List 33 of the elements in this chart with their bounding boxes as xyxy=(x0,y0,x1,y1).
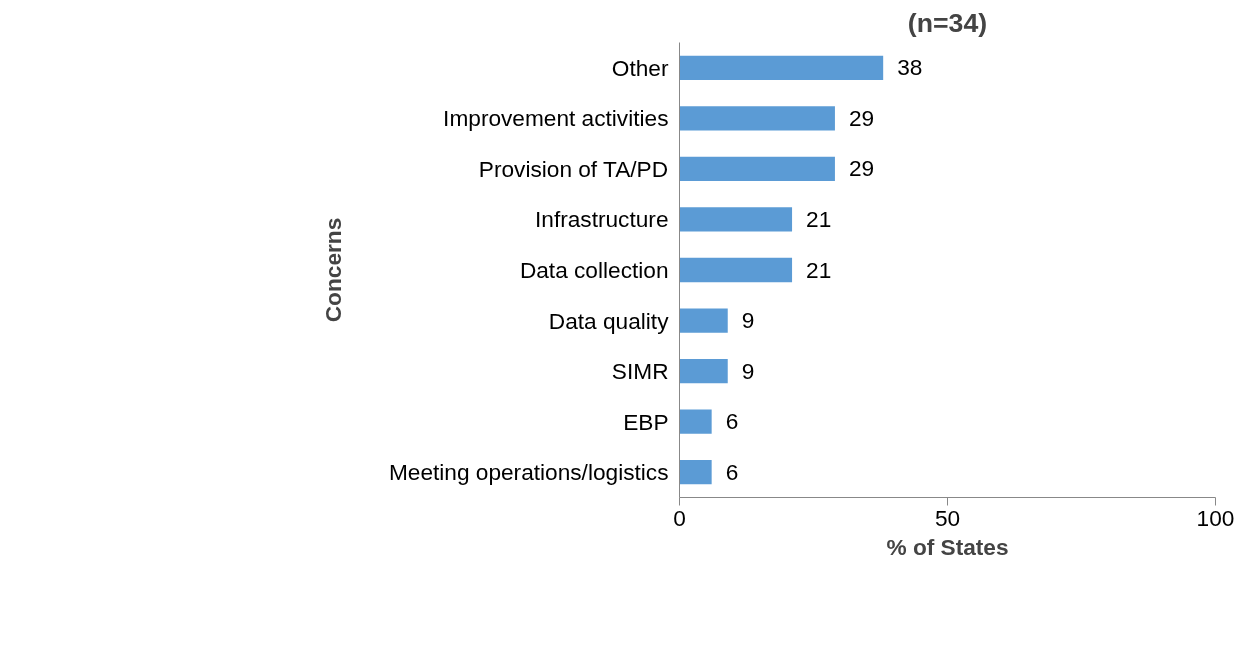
y-axis-title: Concerns xyxy=(319,217,346,323)
bar xyxy=(679,409,712,434)
x-tick-label: 100 xyxy=(1196,504,1235,531)
y-tick-label: Provision of TA/PD xyxy=(478,155,669,182)
y-tick-label: EBP xyxy=(623,408,669,435)
y-tick-label: Other xyxy=(611,54,669,81)
data-label: 9 xyxy=(741,357,755,384)
x-tick-label: 50 xyxy=(934,504,961,531)
data-label: 9 xyxy=(741,307,755,334)
data-label: 29 xyxy=(848,104,875,131)
bar xyxy=(679,207,793,232)
data-label: 21 xyxy=(806,205,832,232)
data-label: 21 xyxy=(806,256,832,283)
y-tick-label: Improvement activities xyxy=(443,105,669,132)
data-label: 6 xyxy=(725,408,739,435)
bar xyxy=(679,106,835,131)
y-tick-label: Data quality xyxy=(548,307,670,334)
x-axis-title: % of States xyxy=(886,533,1009,560)
y-tick-label: Meeting operations/logistics xyxy=(388,459,669,486)
data-label: 38 xyxy=(897,54,923,81)
data-label: 6 xyxy=(725,458,739,485)
x-tick-label: 0 xyxy=(673,504,686,531)
bar xyxy=(679,156,835,182)
y-tick-label: Data collection xyxy=(519,257,669,283)
y-tick-label: Infrastructure xyxy=(535,206,669,233)
bar xyxy=(679,358,728,384)
bar xyxy=(679,55,884,80)
bar xyxy=(679,308,728,333)
y-tick-label: SIMR xyxy=(611,358,669,385)
chart-title: (n=34) xyxy=(907,7,988,38)
bar xyxy=(679,460,712,485)
bar xyxy=(679,257,793,283)
data-label: 29 xyxy=(848,155,875,182)
